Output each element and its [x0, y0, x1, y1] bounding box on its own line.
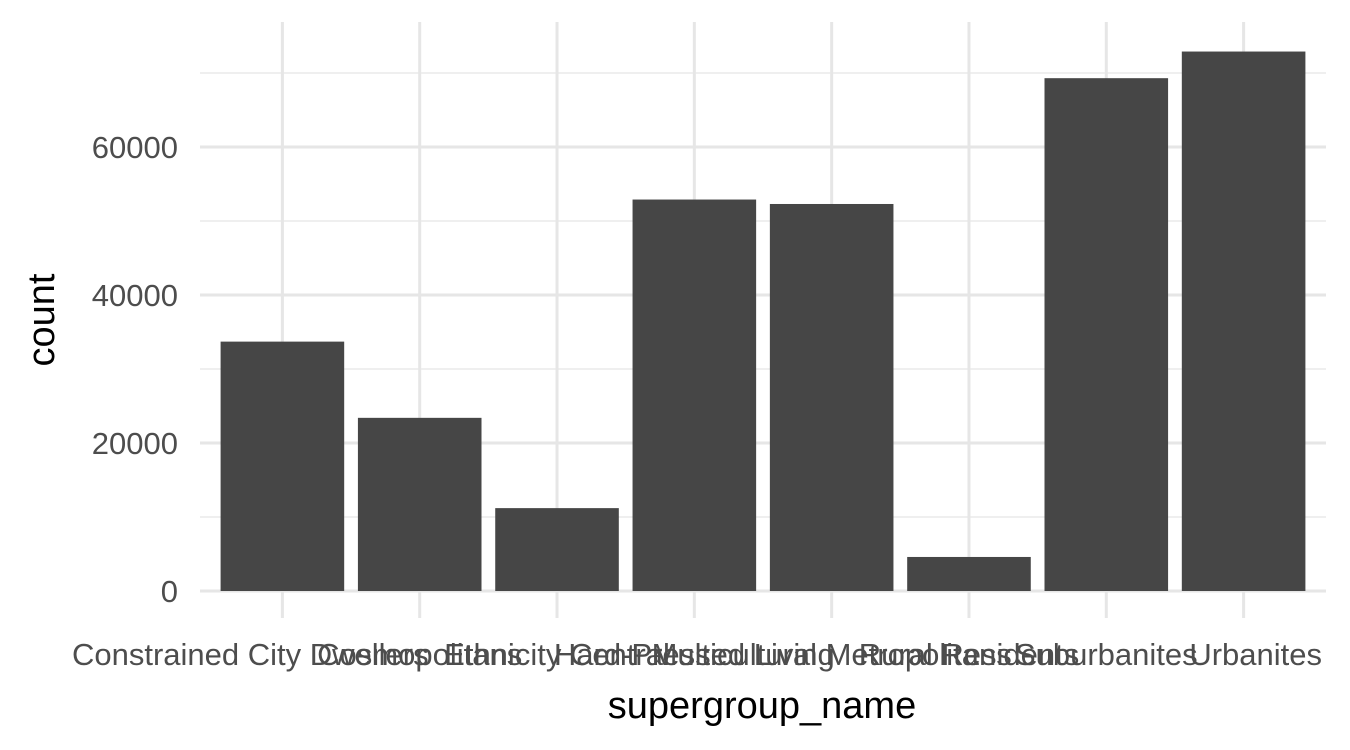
y-tick-label: 0 [161, 574, 178, 609]
y-tick-label: 40000 [92, 278, 178, 313]
y-tick-label: 20000 [92, 426, 178, 461]
x-tick-label: Hard-Pressed Living [554, 637, 835, 672]
x-tick-label: Multicultural Metropolitans [652, 637, 1012, 672]
x-tick-label: Suburbanites [1015, 637, 1198, 672]
x-tick-label: Cosmopolitans [317, 637, 522, 672]
y-axis-title: count [21, 273, 63, 366]
x-tick-label: Urbanites [1189, 637, 1322, 672]
bar [632, 199, 757, 592]
y-tick-label: 60000 [92, 130, 178, 165]
bar [907, 556, 1031, 591]
y-axis-ticks: 0 20000 40000 60000 [92, 130, 178, 609]
bars [220, 51, 1306, 592]
x-axis-ticks: Constrained City DwellersCosmopolitansEt… [72, 637, 1322, 672]
bar [220, 341, 345, 591]
bar [357, 417, 482, 591]
bar [769, 203, 894, 592]
bar [1181, 51, 1306, 592]
x-axis-title: supergroup_name [608, 685, 916, 727]
x-tick-label: Ethnicity Central [444, 637, 670, 672]
x-tick-label: Rural Residents [859, 637, 1080, 672]
bar [1044, 78, 1169, 592]
bar [495, 508, 619, 591]
x-tick-label: Constrained City Dwellers [72, 637, 429, 672]
